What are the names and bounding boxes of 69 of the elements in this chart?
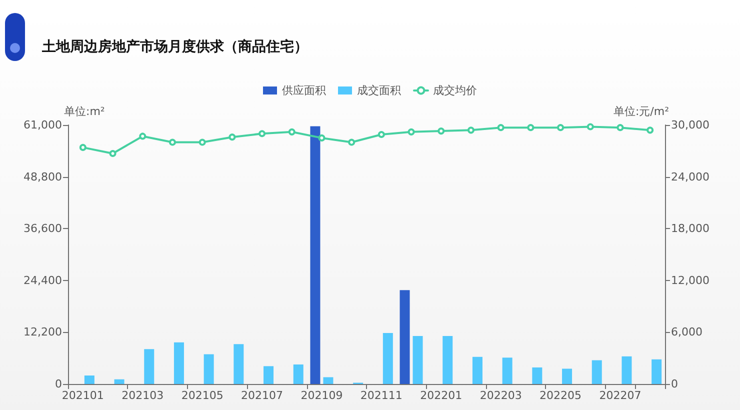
y-tick-label: 36,600 xyxy=(24,222,62,236)
bar xyxy=(592,360,602,384)
x-tick-label: 202105 xyxy=(181,389,224,402)
bar xyxy=(84,376,94,384)
bar xyxy=(532,367,542,384)
y2-tick-label: 30,000 xyxy=(671,118,710,132)
point xyxy=(497,124,504,132)
point xyxy=(408,128,415,136)
bar xyxy=(400,290,410,384)
bar xyxy=(323,377,334,384)
bar xyxy=(174,342,184,384)
x-tick-label: 202201 xyxy=(420,389,462,402)
point xyxy=(438,128,445,135)
bar xyxy=(502,358,512,384)
point xyxy=(646,126,654,134)
x-tick-label: 202109 xyxy=(300,389,343,402)
point xyxy=(228,134,236,141)
chart-title: 土地周边房地产市场月度供求（商品住宅） xyxy=(41,38,308,55)
y2-axis-title: 单位:元/m² xyxy=(613,105,669,118)
bar xyxy=(204,354,214,384)
x-tick-label: 202203 xyxy=(480,389,522,402)
y-tick-label: 24,400 xyxy=(24,274,62,287)
bar xyxy=(472,356,482,384)
y-axis-title: 单位:m² xyxy=(64,105,105,118)
point xyxy=(378,131,385,138)
point xyxy=(198,138,206,146)
point xyxy=(109,150,116,157)
point xyxy=(467,126,474,134)
x-tick-label: 202107 xyxy=(241,389,284,402)
x-tick-label: 202103 xyxy=(122,389,164,402)
y2-tick-label: 6,000 xyxy=(671,326,702,339)
bar xyxy=(442,336,453,384)
point xyxy=(288,128,296,136)
legend-label: 成交均价 xyxy=(433,84,477,97)
y2-tick-label: 18,000 xyxy=(671,222,710,236)
point xyxy=(616,124,624,132)
y-tick-label: 0 xyxy=(55,378,62,390)
bar xyxy=(412,336,423,384)
y2-tick-label: 12,000 xyxy=(671,274,710,287)
point xyxy=(527,124,534,132)
bar xyxy=(652,359,662,384)
point xyxy=(79,144,86,151)
y2-tick-label: 24,000 xyxy=(671,170,710,184)
point xyxy=(258,130,266,138)
bar xyxy=(264,366,274,384)
x-tick-label: 202101 xyxy=(62,389,104,402)
bar xyxy=(114,379,124,384)
legend-label: 供应面积 xyxy=(282,84,326,97)
bar xyxy=(622,356,632,384)
bar xyxy=(382,333,393,384)
point xyxy=(348,138,356,146)
x-tick-label: 202207 xyxy=(599,389,642,402)
point xyxy=(139,132,146,140)
point xyxy=(168,138,176,146)
point xyxy=(586,123,594,130)
x-tick-label: 202205 xyxy=(540,389,582,402)
y-tick-label: 48,800 xyxy=(24,170,62,184)
x-tick-label: 202111 xyxy=(360,389,402,402)
bar xyxy=(310,126,320,384)
bar xyxy=(562,368,572,384)
point xyxy=(557,124,564,132)
y-tick-label: 12,200 xyxy=(24,326,62,339)
point xyxy=(318,134,326,142)
y2-tick-label: 0 xyxy=(671,378,678,390)
y-tick-label: 61,000 xyxy=(24,118,62,132)
bar xyxy=(293,364,304,384)
legend-label: 成交面积 xyxy=(357,84,401,97)
bar xyxy=(234,344,244,384)
bar xyxy=(144,349,154,384)
